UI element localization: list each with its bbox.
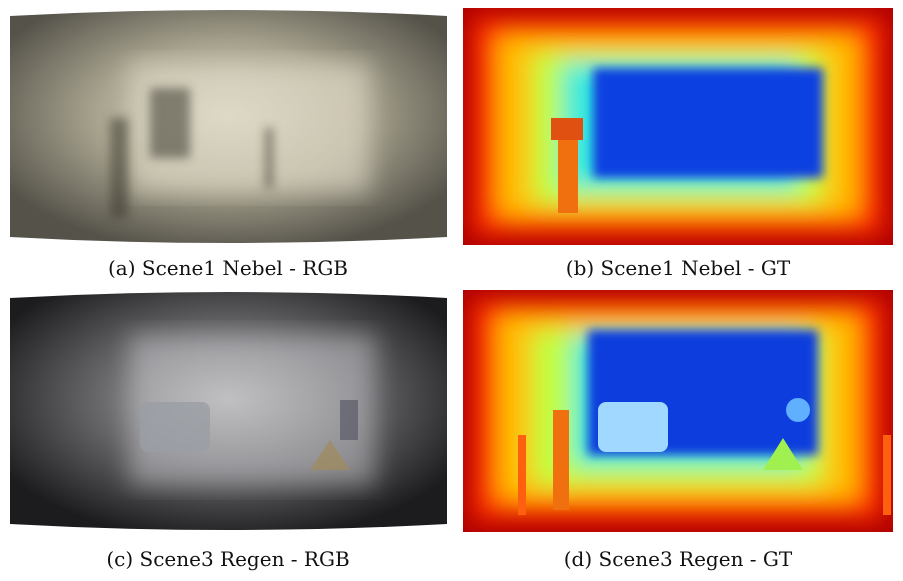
depth-image bbox=[463, 290, 893, 532]
caption: (c) Scene3 Regen - RGB bbox=[8, 547, 448, 571]
caption: (a) Scene1 Nebel - RGB bbox=[8, 256, 448, 280]
caption: (d) Scene3 Regen - GT bbox=[458, 547, 898, 571]
figure: (a) Scene1 Nebel - RGB (b) Scene1 Nebel … bbox=[0, 0, 903, 581]
rgb-image bbox=[10, 8, 447, 245]
caption: (b) Scene1 Nebel - GT bbox=[458, 256, 898, 280]
depth-image bbox=[463, 8, 893, 245]
rgb-image bbox=[10, 290, 447, 532]
